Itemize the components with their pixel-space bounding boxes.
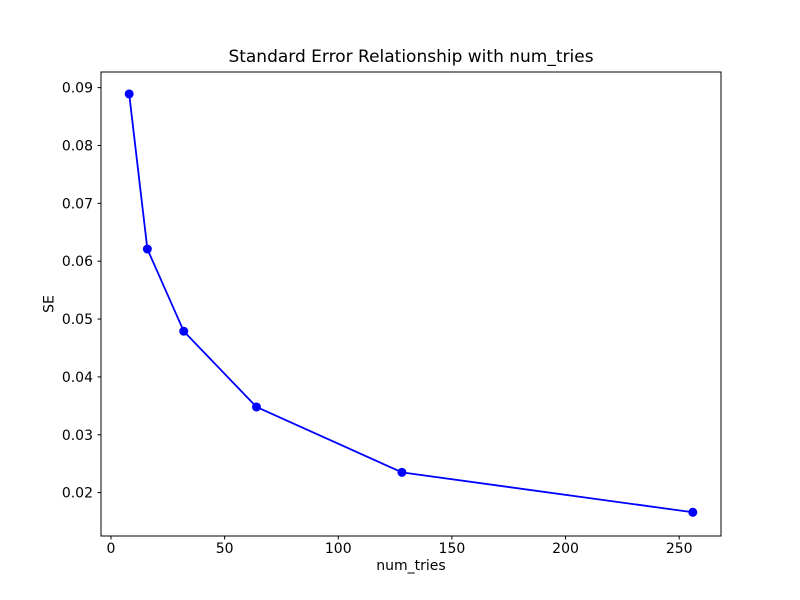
x-tick-label: 0 bbox=[107, 541, 116, 557]
y-tick-label: 0.03 bbox=[62, 428, 93, 444]
x-tick-label: 100 bbox=[325, 541, 352, 557]
data-point bbox=[688, 507, 698, 517]
y-tick-label: 0.06 bbox=[62, 254, 93, 270]
axes-frame bbox=[100, 71, 722, 537]
y-tick-label: 0.04 bbox=[62, 370, 93, 386]
y-axis-label: SE bbox=[41, 295, 58, 313]
data-point bbox=[142, 244, 152, 254]
x-tick-label: 250 bbox=[666, 541, 693, 557]
y-tick-label: 0.09 bbox=[62, 81, 93, 97]
x-tick-label: 150 bbox=[439, 541, 466, 557]
data-point bbox=[124, 89, 134, 99]
y-tick-label: 0.08 bbox=[62, 138, 93, 154]
data-point bbox=[397, 467, 407, 477]
data-point bbox=[179, 326, 189, 336]
series-line bbox=[128, 93, 693, 514]
y-tick-label: 0.05 bbox=[62, 312, 93, 328]
x-tick-label: 200 bbox=[552, 541, 579, 557]
chart-title: Standard Error Relationship with num_tri… bbox=[228, 47, 594, 67]
data-point bbox=[251, 402, 261, 412]
y-tick-label: 0.07 bbox=[62, 196, 93, 212]
x-tick-label: 50 bbox=[216, 541, 234, 557]
x-axis-label: num_tries bbox=[376, 558, 446, 574]
y-tick-label: 0.02 bbox=[62, 486, 93, 502]
